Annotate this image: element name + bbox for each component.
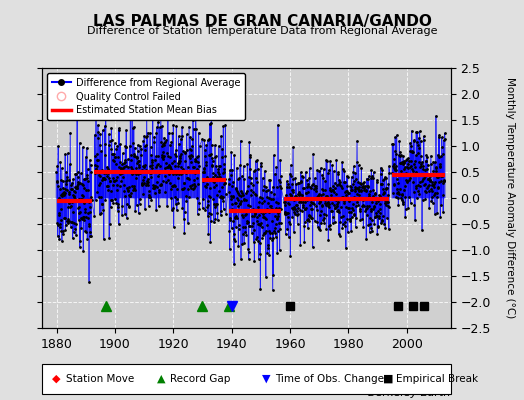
Legend: Difference from Regional Average, Quality Control Failed, Estimated Station Mean: Difference from Regional Average, Qualit… [47,73,245,120]
Text: Empirical Break: Empirical Break [396,374,478,384]
Text: Berkeley Earth: Berkeley Earth [368,388,451,398]
Text: ■: ■ [383,374,393,384]
Text: ▼: ▼ [262,374,270,384]
Text: Station Move: Station Move [66,374,134,384]
Text: Difference of Station Temperature Data from Regional Average: Difference of Station Temperature Data f… [87,26,437,36]
Y-axis label: Monthly Temperature Anomaly Difference (°C): Monthly Temperature Anomaly Difference (… [505,77,515,319]
Text: Record Gap: Record Gap [170,374,231,384]
Text: LAS PALMAS DE GRAN CANARIA/GANDO: LAS PALMAS DE GRAN CANARIA/GANDO [93,14,431,29]
Text: ▲: ▲ [157,374,166,384]
Text: ◆: ◆ [52,374,61,384]
Text: Time of Obs. Change: Time of Obs. Change [275,374,384,384]
